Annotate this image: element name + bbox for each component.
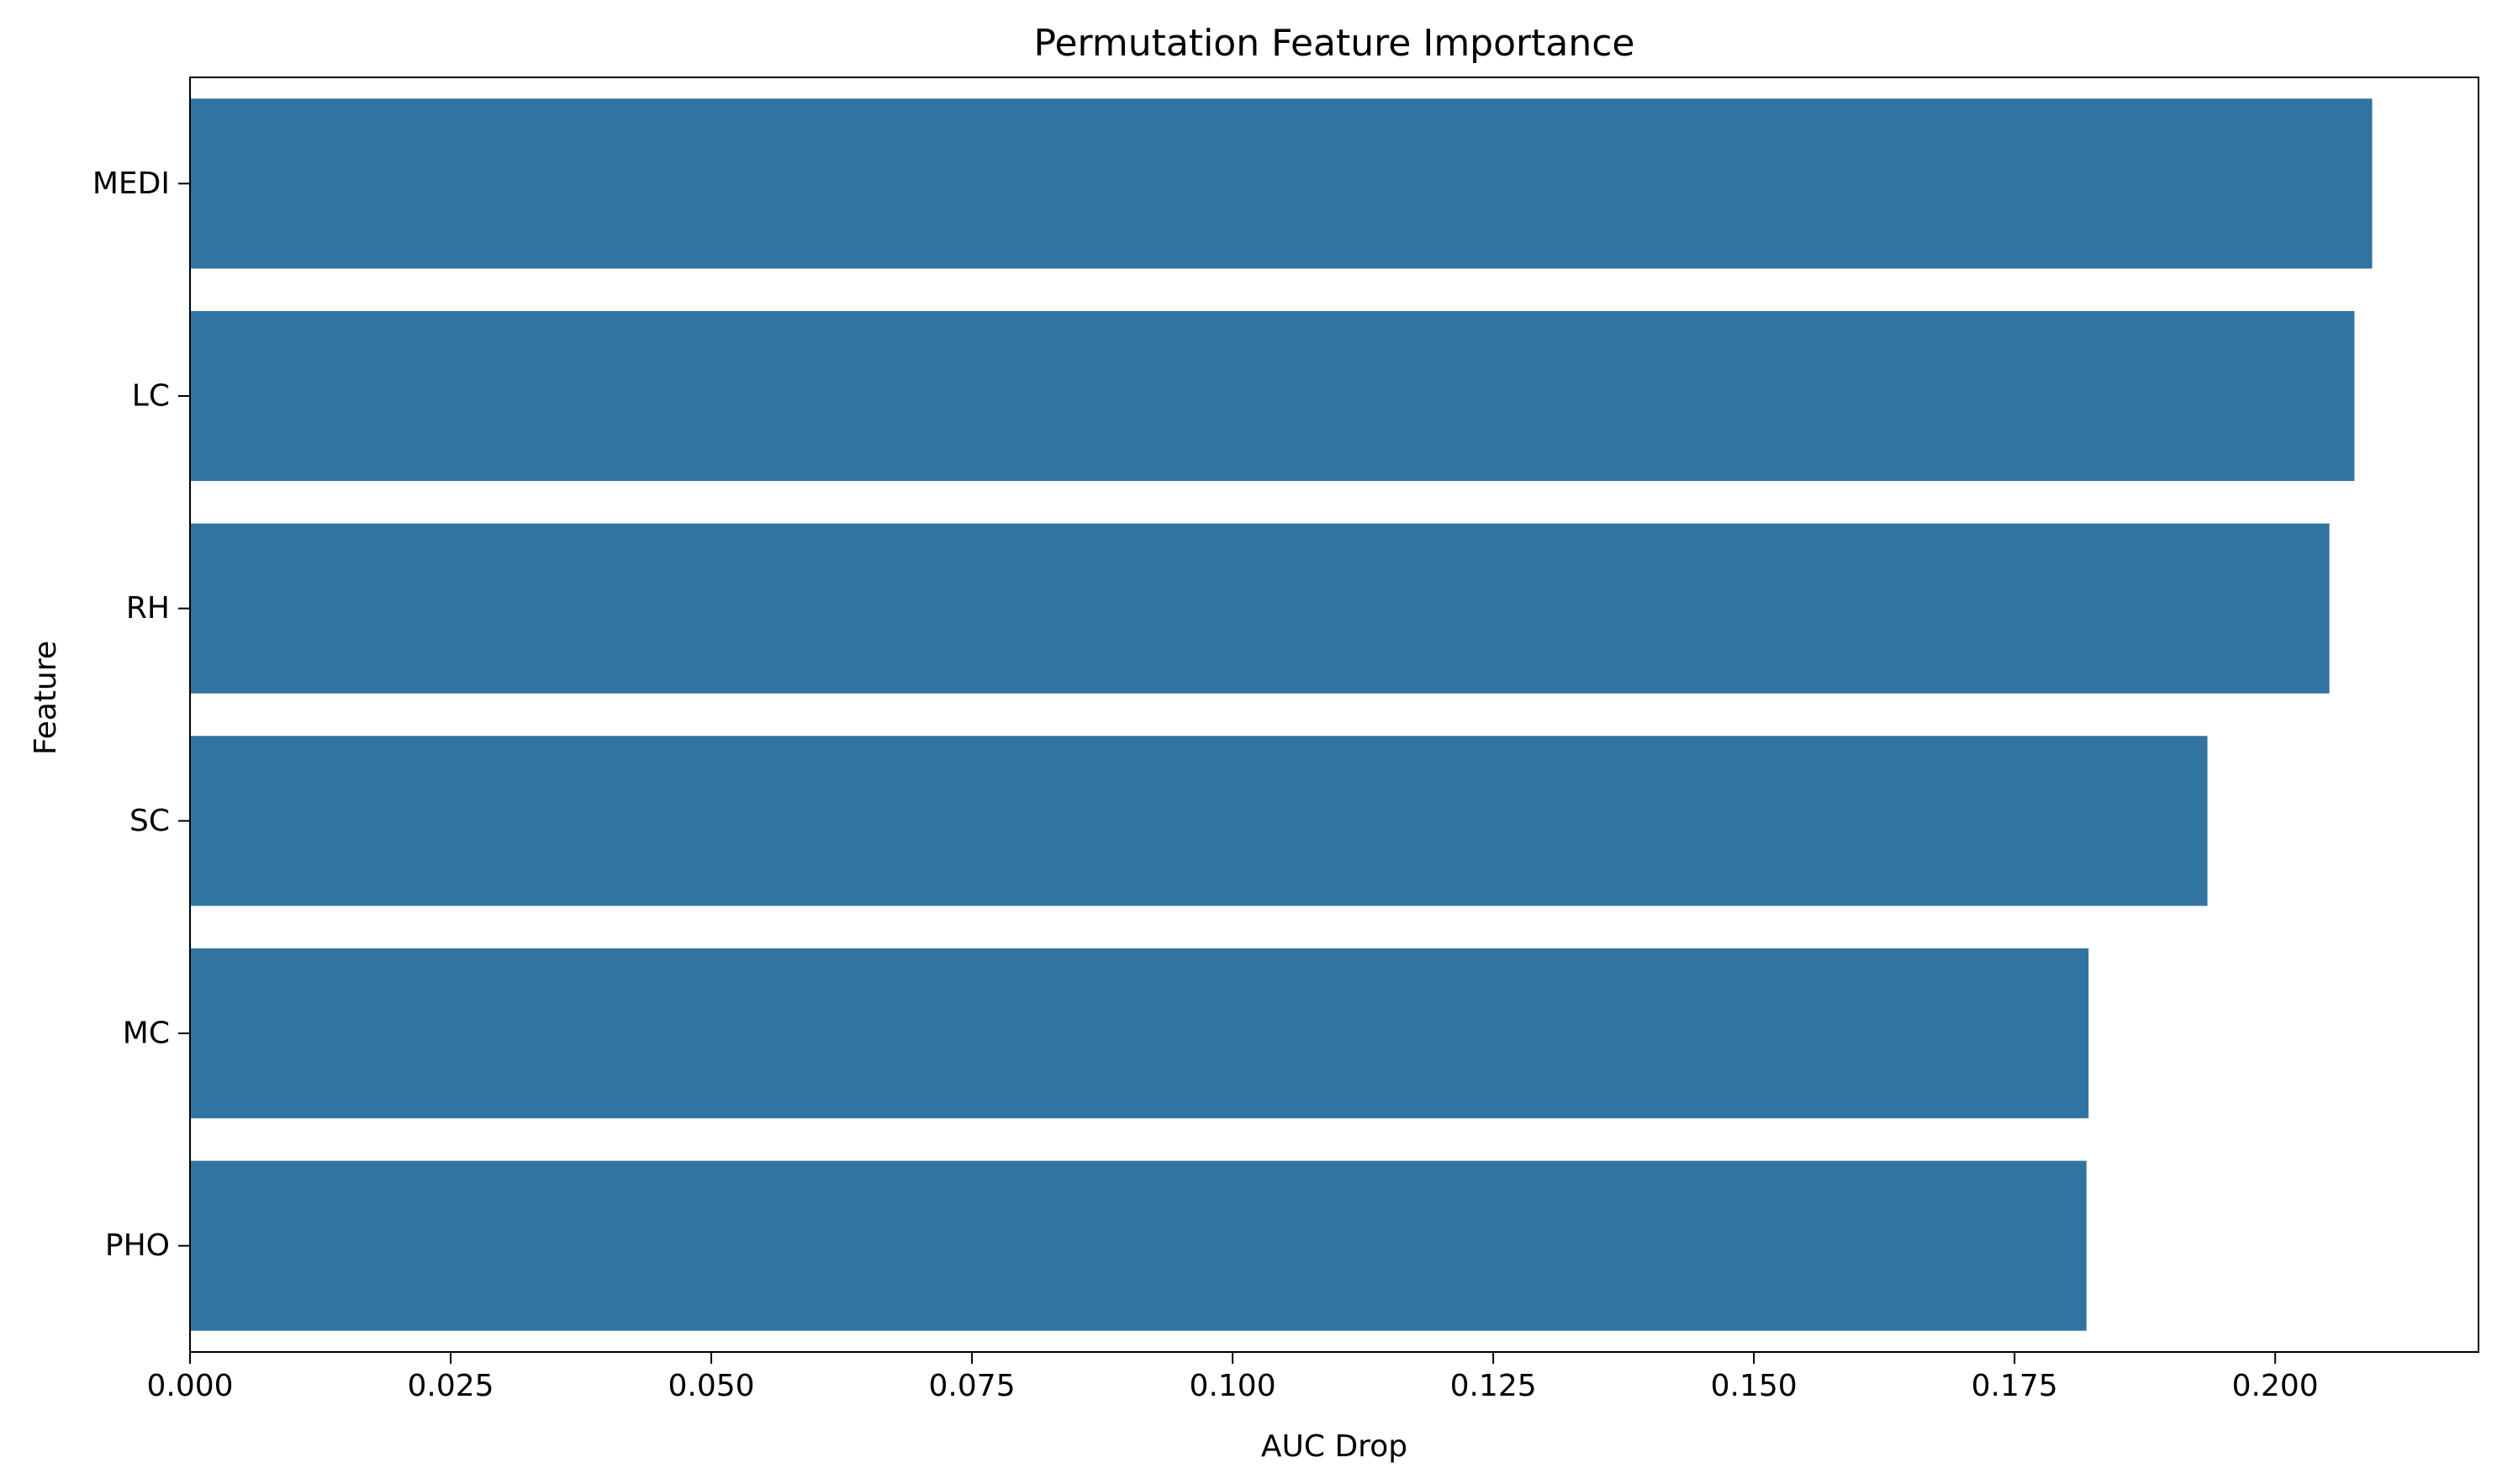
x-tick-label: 0.125 (1450, 1369, 1537, 1403)
bar-medi (190, 98, 2373, 269)
y-tick-label: PHO (105, 1228, 170, 1263)
x-tick-label: 0.200 (2232, 1369, 2319, 1403)
bar-mc (190, 948, 2089, 1119)
y-axis-label: Feature (29, 641, 63, 755)
x-tick-label: 0.000 (146, 1369, 233, 1403)
chart-title: Permutation Feature Importance (1034, 22, 1635, 65)
bar-sc (190, 736, 2208, 906)
bar-lc (190, 310, 2355, 482)
x-tick-label: 0.050 (668, 1369, 755, 1403)
axes-layer: MEDI LC RH SC MC PHO 0.000 0.025 0.050 0.075 0.100… (92, 77, 2479, 1403)
x-axis-label: AUC Drop (1261, 1429, 1407, 1464)
y-tick-label: LC (132, 379, 170, 414)
x-tick-label: 0.100 (1190, 1369, 1276, 1403)
x-tick-label: 0.075 (929, 1369, 1016, 1403)
x-tick-label: 0.175 (1972, 1369, 2058, 1403)
x-tick-label: 0.150 (1711, 1369, 1798, 1403)
bars-layer (190, 98, 2373, 1331)
plot-frame (189, 77, 2479, 1353)
y-tick-label: RH (126, 591, 170, 626)
bar-pho (190, 1160, 2087, 1331)
y-tick-label: SC (129, 804, 170, 838)
y-tick-label: MC (123, 1017, 170, 1051)
x-tick-label: 0.025 (407, 1369, 494, 1403)
y-tick-label: MEDI (92, 166, 170, 201)
bar-rh (190, 523, 2330, 694)
